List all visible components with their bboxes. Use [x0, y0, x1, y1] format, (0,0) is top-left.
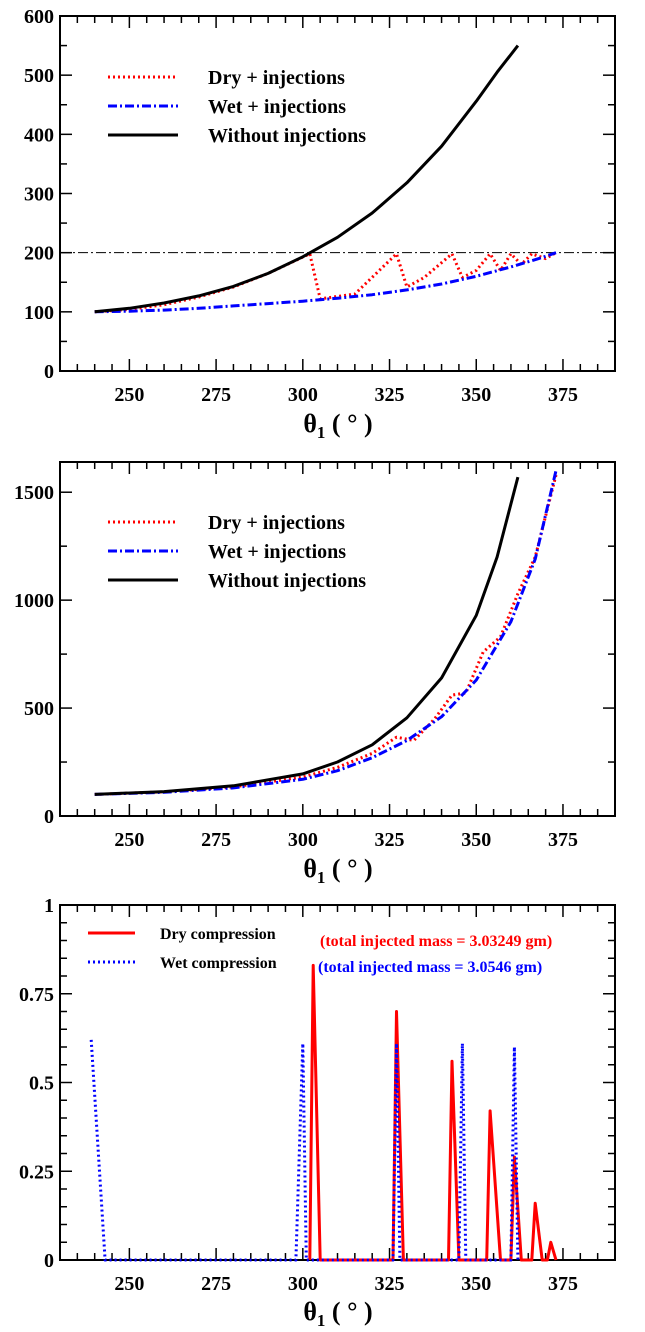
y-tick-label: 1	[44, 895, 54, 917]
axis-tick-labels: 250 275 300 325 350 375 0 0.25 0.5 0.75 1	[19, 895, 578, 1295]
legend-label-dry: Dry compression	[160, 926, 276, 943]
annotation-wet-mass: (total injected mass = 3.0546 gm)	[318, 959, 542, 976]
x-axis-label: θ1 ( ° )	[303, 1297, 372, 1330]
y-tick-label: 500	[24, 698, 54, 720]
panel-pressure: 250 275 300 325 350 375 0 500 1000 1500 Dry + inj…	[14, 461, 616, 887]
x-tick-label: 375	[548, 829, 578, 851]
y-tick-label: 0	[44, 361, 54, 383]
x-tick-label: 275	[201, 829, 231, 851]
legend-label-without: Without injections	[208, 125, 366, 147]
y-tick-label: 200	[24, 243, 54, 265]
y-tick-label: 400	[24, 124, 54, 146]
x-tick-label: 300	[288, 829, 318, 851]
series-group	[94, 44, 557, 314]
x-tick-label: 250	[114, 829, 144, 851]
legend: Dry compression Wet compression (total i…	[88, 926, 552, 976]
series-group	[94, 470, 558, 796]
legend-label-wet: Wet compression	[160, 955, 277, 972]
x-tick-label: 350	[461, 1273, 491, 1295]
y-tick-label: 500	[24, 65, 54, 87]
x-tick-label: 375	[548, 1273, 578, 1295]
axis-tick-labels: 250 275 300 325 350 375 0 500 1000 1500	[14, 482, 578, 851]
x-tick-label: 350	[461, 384, 491, 406]
y-tick-label: 0	[44, 806, 54, 828]
axis-ticks	[60, 16, 615, 371]
x-tick-label: 300	[288, 1273, 318, 1295]
x-tick-label: 250	[114, 1273, 144, 1295]
series-line-wet-injections	[94, 470, 558, 796]
series-group	[89, 963, 558, 1262]
y-tick-label: 0	[44, 1250, 54, 1272]
x-axis-label: θ1 ( ° )	[303, 409, 372, 442]
x-tick-label: 275	[201, 384, 231, 406]
axis-tick-labels: 250 275 300 325 350 375 0 100 200 300 400 500 600	[24, 6, 578, 406]
x-tick-label: 325	[375, 384, 405, 406]
axis-ticks	[60, 905, 615, 1260]
y-tick-label: 1500	[14, 482, 54, 504]
x-tick-label: 325	[375, 1273, 405, 1295]
y-tick-label: 300	[24, 184, 54, 206]
panel-injection-rate: 250 275 300 325 350 375 0 0.25 0.5 0.75 1 Dry comp…	[19, 895, 616, 1330]
x-tick-label: 350	[461, 829, 491, 851]
legend: Dry + injections Wet + injections Withou…	[108, 67, 366, 147]
legend-label-dry: Dry + injections	[208, 67, 345, 89]
x-tick-label: 325	[375, 829, 405, 851]
x-tick-label: 375	[548, 384, 578, 406]
legend-label-dry: Dry + injections	[208, 512, 345, 534]
y-tick-label: 0.25	[19, 1161, 54, 1183]
x-tick-label: 250	[114, 384, 144, 406]
legend-label-without: Without injections	[208, 570, 366, 592]
legend-label-wet: Wet + injections	[208, 96, 346, 118]
series-line-without-injections	[94, 44, 520, 314]
legend: Dry + injections Wet + injections Withou…	[108, 512, 366, 592]
series-line-wet-compression	[89, 1039, 520, 1262]
x-tick-label: 275	[201, 1273, 231, 1295]
y-tick-label: 0.75	[19, 984, 54, 1006]
series-line-without-injections	[94, 476, 520, 796]
annotation-dry-mass: (total injected mass = 3.03249 gm)	[320, 933, 552, 950]
axis-ticks	[60, 462, 615, 816]
x-axis-label: θ1 ( ° )	[303, 854, 372, 887]
y-tick-label: 600	[24, 6, 54, 28]
y-tick-label: 1000	[14, 590, 54, 612]
series-line-wet-injections	[94, 251, 557, 314]
panel-temperature: 250 275 300 325 350 375 0 100 200 300 400 500 600 Dr…	[24, 6, 616, 442]
x-tick-label: 300	[288, 384, 318, 406]
y-tick-label: 100	[24, 302, 54, 324]
series-line-dry-compression	[308, 963, 558, 1262]
legend-label-wet: Wet + injections	[208, 541, 346, 563]
y-tick-label: 0.5	[29, 1073, 54, 1095]
